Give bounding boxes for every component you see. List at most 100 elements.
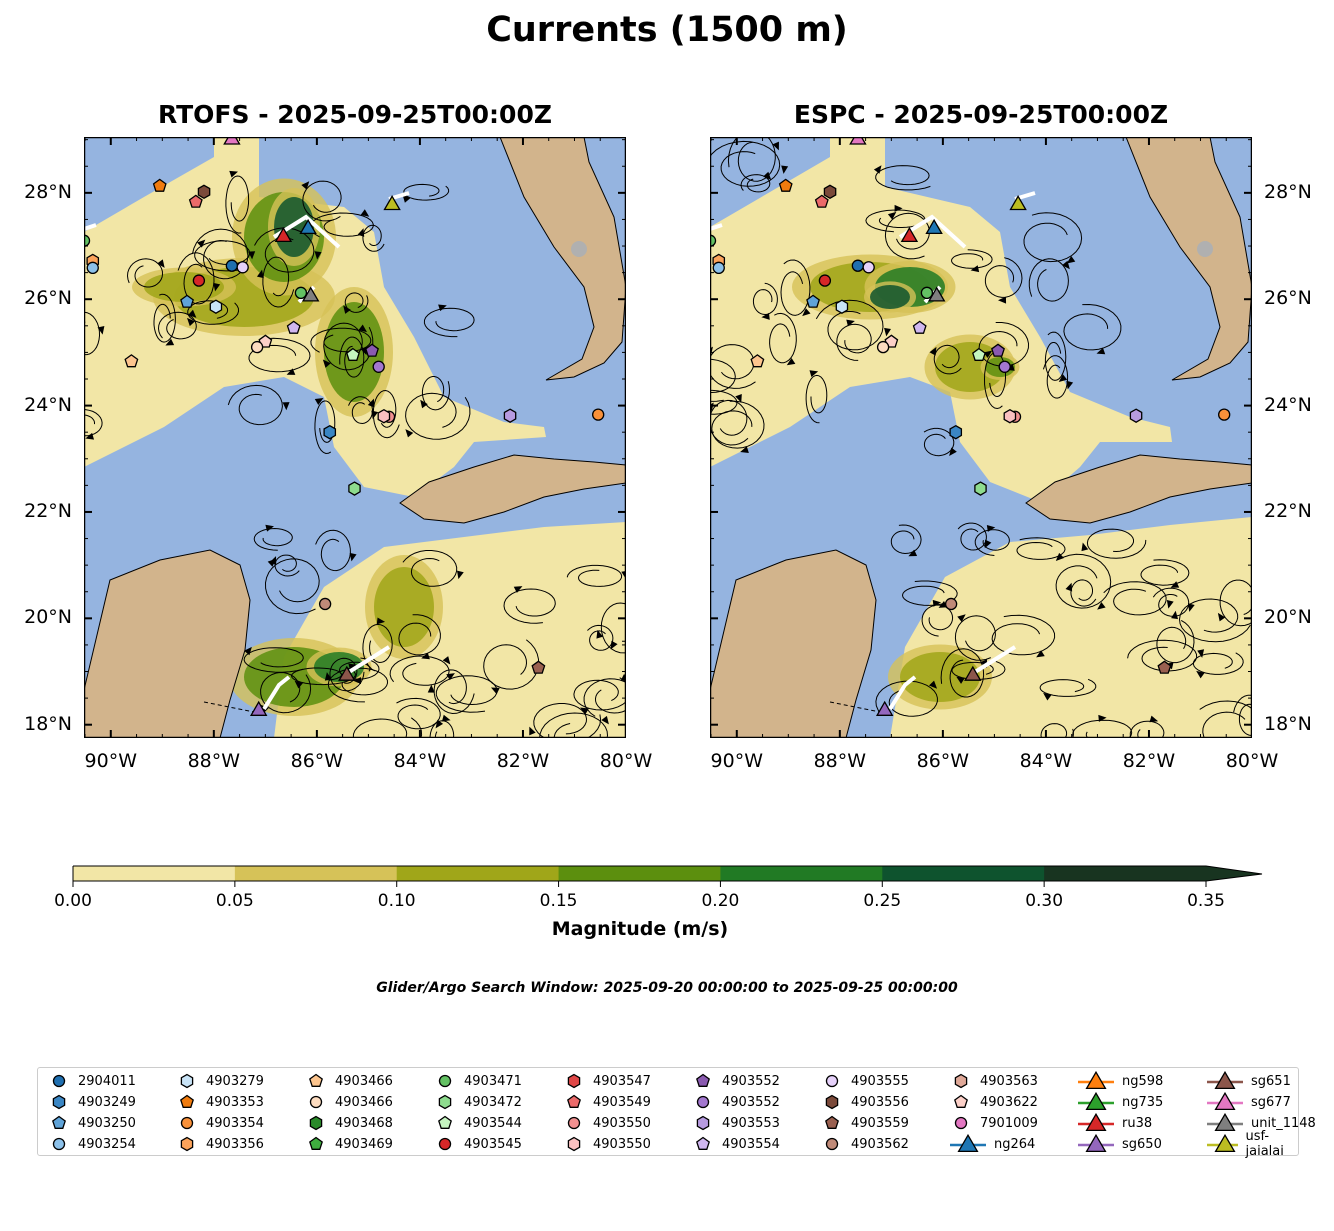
legend-label: sg677 <box>1251 1094 1291 1110</box>
streamline-arrow <box>1170 581 1180 588</box>
legend-marker-icon <box>954 1116 968 1130</box>
streamline <box>398 614 441 656</box>
lake-okeechobee <box>1197 241 1213 257</box>
marker-4903562 <box>944 597 958 611</box>
colorbar-bin <box>720 866 883 881</box>
streamline <box>84 409 103 437</box>
legend-item: 4903559 <box>821 1113 909 1133</box>
legend-marker-icon <box>180 1094 194 1108</box>
streamline-arrow <box>984 539 992 549</box>
streamline <box>1023 212 1083 263</box>
legend-pentagon-icon <box>438 1115 452 1129</box>
legend-pentagon-icon <box>825 1115 839 1129</box>
streamline-arrow <box>265 524 274 532</box>
streamline-arrow <box>929 346 937 356</box>
legend-item: 4903562 <box>821 1134 909 1154</box>
legend-circle-icon <box>52 1074 66 1088</box>
streamline-arrow <box>846 319 855 327</box>
streamline <box>539 712 609 738</box>
streamline <box>248 337 311 373</box>
legend-pentagon-icon <box>567 1094 581 1108</box>
streamline-arrow <box>1062 260 1070 270</box>
marker-sg650 <box>249 700 268 716</box>
marker-usf-jaialai <box>383 194 401 211</box>
marker-4903559 <box>1157 660 1172 674</box>
streamline-arrow <box>809 370 819 377</box>
streamline <box>1040 723 1074 738</box>
lon-label: 82°W <box>496 750 550 772</box>
legend-marker-icon <box>309 1095 323 1109</box>
legend-label: 4903356 <box>206 1136 264 1152</box>
legend-label: 4903553 <box>722 1115 780 1131</box>
legend: 2904011 4903249 4903250 4903254 4903279 49033… <box>37 1067 1316 1159</box>
streamline-arrow <box>983 350 993 359</box>
marker-4903550 <box>377 408 391 424</box>
lon-label: 82°W <box>1122 750 1176 772</box>
legend-marker-icon <box>52 1115 66 1129</box>
legend-label: 4903471 <box>464 1073 522 1089</box>
streamline <box>984 257 1023 298</box>
marker-4903544 <box>972 347 986 361</box>
lat-label: 24°N <box>1264 393 1312 416</box>
streamline-arrow <box>358 324 367 333</box>
legend-pentagon-icon <box>309 1073 323 1087</box>
streamline <box>865 209 926 233</box>
streamline-arrow <box>229 170 238 178</box>
lon-label: 90°W <box>84 750 138 772</box>
legend-marker-icon <box>309 1115 323 1131</box>
streamline <box>780 259 811 316</box>
legend-item: 4903555 <box>821 1071 909 1091</box>
legend-marker-icon <box>180 1073 194 1089</box>
streamline <box>187 300 240 325</box>
colorbar-tick-label: 0.10 <box>377 891 416 911</box>
magnitude-contour <box>374 567 434 647</box>
colorbar-tick-label: 0.30 <box>1025 891 1064 911</box>
streamline-arrow <box>1187 603 1195 612</box>
streamline <box>260 671 312 714</box>
marker-4903471 <box>710 234 717 247</box>
legend-marker-icon <box>52 1094 66 1110</box>
streamline <box>429 720 455 738</box>
land-yucatan <box>710 549 877 738</box>
streamline <box>372 389 400 439</box>
legend-item: 4903556 <box>821 1092 909 1112</box>
legend-marker-icon <box>438 1074 452 1088</box>
legend-hexagon-icon <box>825 1094 839 1110</box>
legend-label: 2904011 <box>78 1073 136 1089</box>
colorbar-bin <box>1044 866 1207 881</box>
colorbar-bin <box>73 866 236 881</box>
marker-4903279 <box>835 299 849 314</box>
streamline-arrow <box>376 617 386 625</box>
legend-hexagon-icon <box>52 1094 66 1110</box>
lat-label: 18°N <box>24 712 72 735</box>
legend-item: 4903472 <box>434 1092 522 1112</box>
panel-title-espc: ESPC - 2025-09-25T00:00Z <box>793 100 1169 129</box>
streamline <box>710 399 749 446</box>
streamline <box>423 307 475 338</box>
streamline-arrow <box>456 570 464 580</box>
map-panel-espc <box>710 137 1252 738</box>
legend-item: unit_1148 <box>1207 1113 1316 1133</box>
streamline-arrow <box>887 211 897 220</box>
legend-label: 7901009 <box>980 1115 1038 1131</box>
streamline-arrow <box>970 265 980 273</box>
streamline <box>1070 579 1097 607</box>
streamline <box>1044 331 1067 381</box>
legend-label: 4903472 <box>464 1094 522 1110</box>
lon-label: 84°W <box>1019 750 1073 772</box>
legend-marker-icon <box>696 1095 710 1109</box>
land-cuba <box>399 454 626 524</box>
legend-label: sg651 <box>1251 1073 1291 1089</box>
land-cuba <box>1025 454 1252 524</box>
lat-label: 28°N <box>24 180 72 203</box>
legend-marker-icon <box>825 1115 839 1129</box>
marker-4903354 <box>592 408 605 421</box>
streamline <box>583 678 626 717</box>
marker-4903354 <box>1218 408 1231 421</box>
legend-marker-icon <box>1207 1134 1238 1153</box>
legend-label: 4903554 <box>722 1136 780 1152</box>
legend-label: 4903556 <box>851 1094 909 1110</box>
legend-marker-icon <box>52 1137 66 1151</box>
streamline <box>1028 258 1069 302</box>
streamline-arrow <box>405 429 414 438</box>
